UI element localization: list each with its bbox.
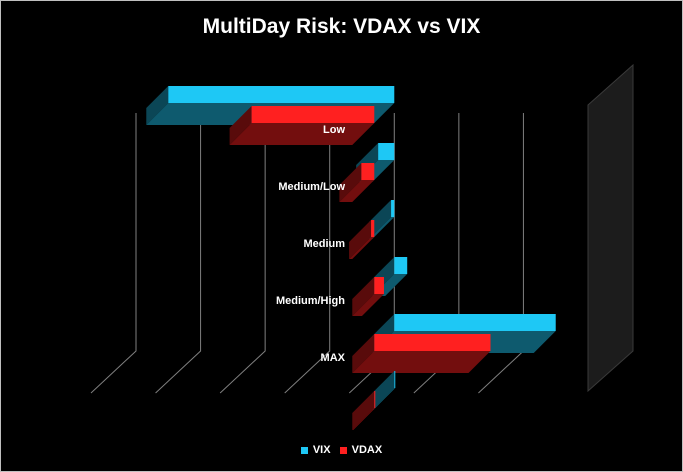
bar-vdax-side xyxy=(352,277,375,316)
legend-label-vdax: VDAX xyxy=(351,444,383,456)
chart-walls xyxy=(587,63,634,393)
bar-vdax xyxy=(361,163,375,180)
bar-vix xyxy=(168,86,395,103)
bar-vdax xyxy=(374,277,384,294)
bar-vdax xyxy=(374,334,491,351)
bar-vix xyxy=(394,371,396,388)
bar-vix-side xyxy=(146,86,169,125)
bar-vdax-side xyxy=(352,391,375,430)
bars xyxy=(146,86,556,430)
bar-vdax-side xyxy=(229,106,252,145)
chart-title: MultiDay Risk: VDAX vs VIX xyxy=(202,15,481,38)
bar-vdax-side xyxy=(349,220,372,259)
bar-vdax xyxy=(251,106,375,123)
bar-vdax-side xyxy=(352,334,375,373)
side-wall xyxy=(587,63,634,393)
legend-swatch-vix xyxy=(300,446,308,454)
bar-vix xyxy=(394,314,556,331)
bar-vix-side xyxy=(372,371,395,410)
gridline xyxy=(219,113,266,394)
legend-item-vdax: VDAX xyxy=(339,444,383,456)
category-label: Medium xyxy=(303,238,345,250)
bar-vix xyxy=(378,143,395,160)
legend: VIX VDAX xyxy=(1,444,682,457)
bar-vdax-bottom xyxy=(352,351,491,373)
gridline xyxy=(155,113,202,394)
gridline xyxy=(284,113,331,394)
bar-vix-side xyxy=(369,200,392,239)
legend-item-vix: VIX xyxy=(300,444,331,456)
bar-vdax xyxy=(371,220,375,237)
category-labels: Low Medium/Low Medium Medium/High MAX xyxy=(276,124,346,364)
category-label: Low xyxy=(323,124,345,136)
category-label: Medium/High xyxy=(276,295,345,307)
bar-vdax-side xyxy=(339,163,362,202)
gridline xyxy=(90,113,137,394)
legend-label-vix: VIX xyxy=(312,444,331,456)
bar-vdax-bottom xyxy=(229,123,375,145)
bar-vix-bottom xyxy=(369,217,395,239)
bar-vix xyxy=(391,200,395,217)
bar-vdax-bottom xyxy=(352,294,384,316)
category-label: MAX xyxy=(321,352,346,364)
category-label: Medium/Low xyxy=(278,181,345,193)
bar-vdax-bottom xyxy=(339,180,375,202)
bar-vix xyxy=(394,257,408,274)
bar-vix-bottom xyxy=(372,388,396,410)
bar-vdax-bottom xyxy=(352,408,376,430)
bar-vdax-bottom xyxy=(349,237,375,259)
legend-swatch-vdax xyxy=(339,446,347,454)
bar-vdax xyxy=(374,391,376,408)
